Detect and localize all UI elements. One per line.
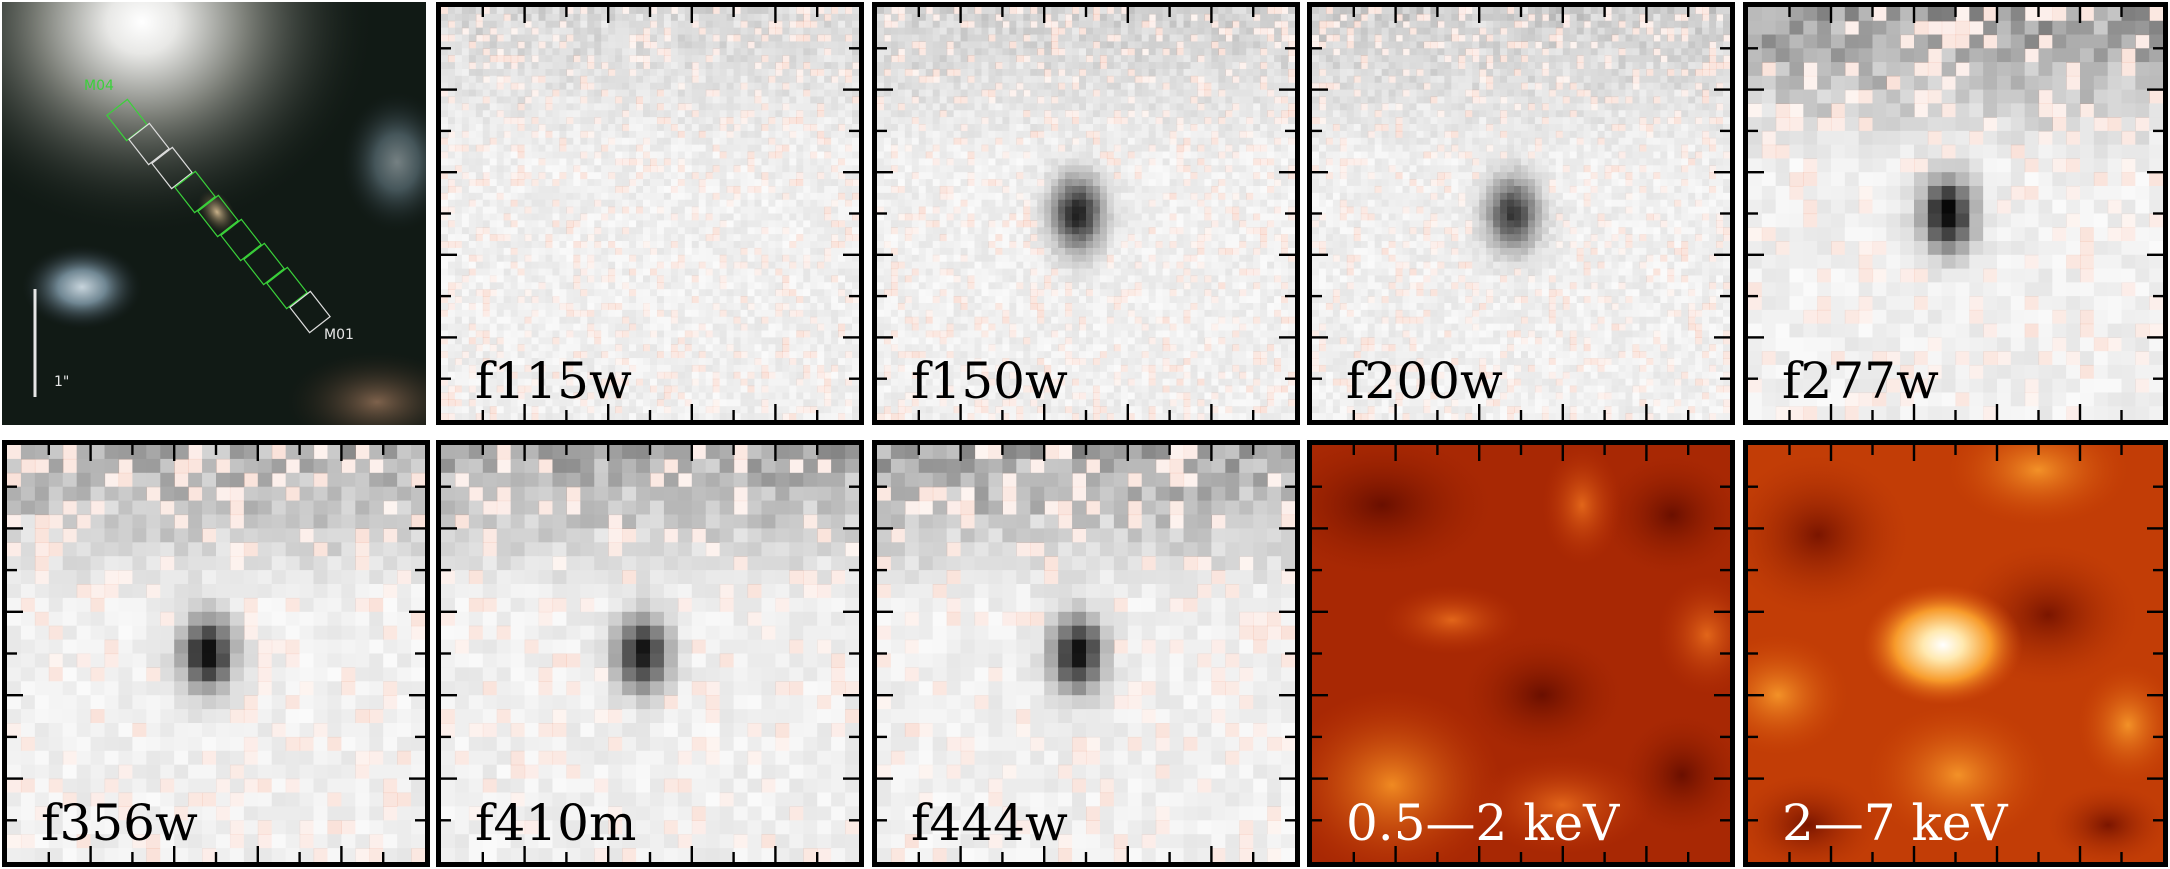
panel-f115w: f115w: [436, 2, 864, 425]
panel-f200w: f200w: [1307, 2, 1735, 425]
panel-label: f150w: [911, 352, 1068, 410]
panel-label: f115w: [475, 352, 632, 410]
xray-map: [1748, 445, 2163, 862]
panel-f444w: f444w: [872, 440, 1300, 867]
xray-map: [1312, 445, 1730, 862]
panel-f410m: f410m: [436, 440, 864, 867]
noise-map: [1312, 7, 1730, 420]
noise-map: [1748, 7, 2163, 420]
panel-f277w: f277w: [1743, 2, 2168, 425]
slit-label-bottom: M01: [324, 327, 354, 343]
noise-map: [877, 445, 1295, 862]
rgb-composite-canvas: [2, 2, 426, 425]
panel-label: 2—7 keV: [1782, 794, 2008, 852]
panel-label: 0.5—2 keV: [1346, 794, 1620, 852]
noise-map: [877, 7, 1295, 420]
panel-label: f200w: [1346, 352, 1503, 410]
rgb-composite-image: M04 M01 1": [2, 2, 426, 425]
panel-xray-hard: 2—7 keV: [1743, 440, 2168, 867]
noise-map: [7, 445, 425, 862]
panel-label: f277w: [1782, 352, 1939, 410]
panel-label: f410m: [475, 794, 637, 852]
panel-xray-soft: 0.5—2 keV: [1307, 440, 1735, 867]
panel-label: f356w: [41, 794, 198, 852]
noise-map: [441, 7, 859, 420]
noise-map: [441, 445, 859, 862]
panel-f356w: f356w: [2, 440, 430, 867]
panel-f150w: f150w: [872, 2, 1300, 425]
panel-label: f444w: [911, 794, 1068, 852]
slit-label-top: M04: [84, 78, 114, 94]
scale-bar-label: 1": [54, 374, 70, 390]
